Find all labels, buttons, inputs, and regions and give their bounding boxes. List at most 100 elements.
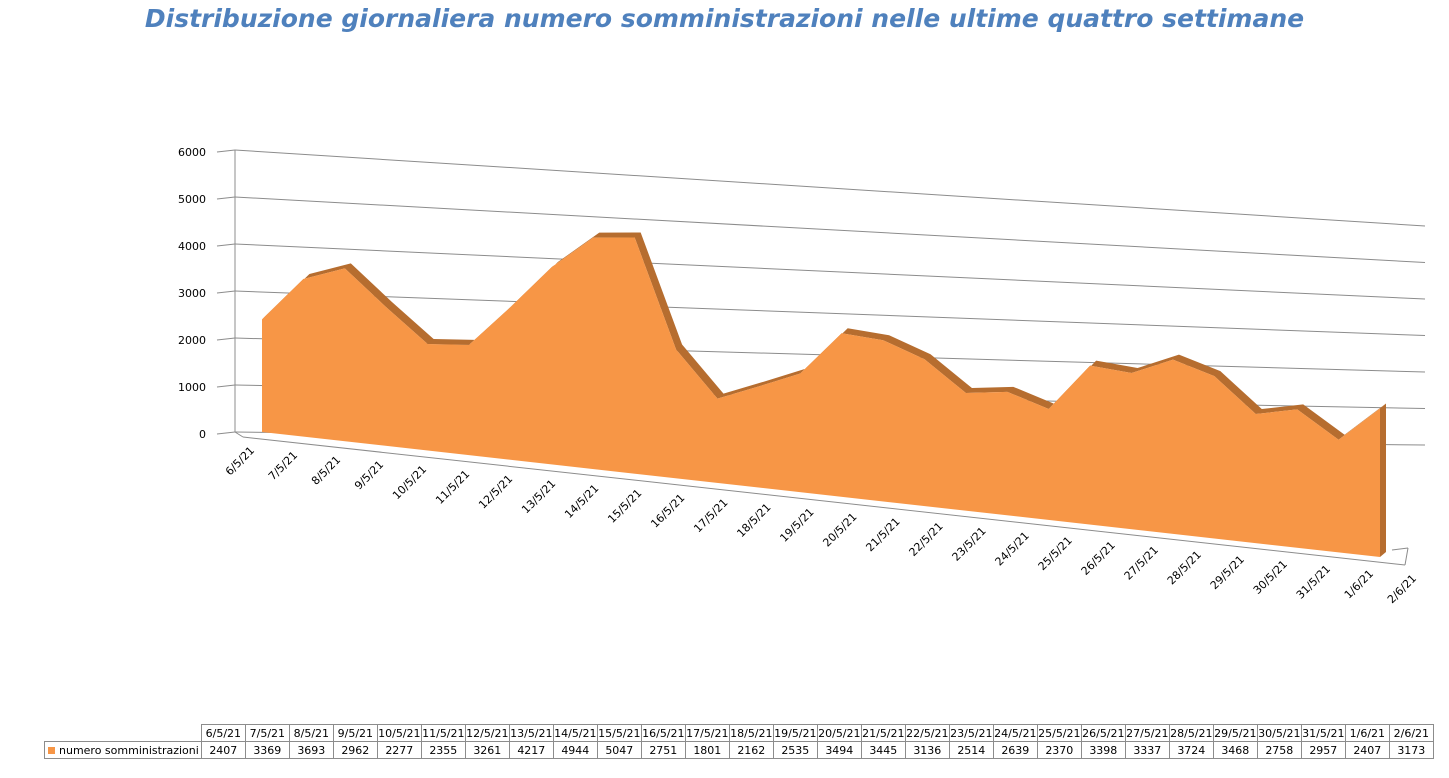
data-table-value-cell: 1801 bbox=[684, 741, 730, 759]
data-table-header-cell: 6/5/21 bbox=[200, 724, 246, 742]
data-table-header-cell: 31/5/21 bbox=[1300, 724, 1346, 742]
data-point bbox=[675, 349, 677, 351]
data-table-header-cell: 22/5/21 bbox=[904, 724, 950, 742]
data-point bbox=[1379, 408, 1381, 410]
data-point bbox=[924, 358, 926, 360]
gridline bbox=[234, 149, 1426, 227]
data-table-value-cell: 2162 bbox=[728, 741, 774, 759]
data-table-header-cell: 7/5/21 bbox=[244, 724, 290, 742]
data-point bbox=[302, 278, 304, 280]
x-tick-label: 26/5/21 bbox=[1079, 539, 1118, 578]
data-table-header-cell: 20/5/21 bbox=[816, 724, 862, 742]
gridline-tick bbox=[216, 431, 236, 435]
data-table-value-cell: 2535 bbox=[772, 741, 818, 759]
data-point bbox=[799, 373, 801, 375]
data-point bbox=[882, 339, 884, 341]
data-table-value-cell: 2758 bbox=[1256, 741, 1302, 759]
x-tick-label: 24/5/21 bbox=[993, 529, 1032, 568]
x-tick-label: 12/5/21 bbox=[476, 472, 515, 511]
data-table-header-cell: 17/5/21 bbox=[684, 724, 730, 742]
data-table-value-cell: 2957 bbox=[1300, 741, 1346, 759]
gridline bbox=[234, 290, 1426, 336]
data-table-header-cell: 1/6/21 bbox=[1344, 724, 1390, 742]
x-tick-label: 9/5/21 bbox=[352, 458, 386, 492]
data-table-header-cell: 16/5/21 bbox=[640, 724, 686, 742]
x-tick-label: 31/5/21 bbox=[1294, 562, 1333, 601]
data-table-header-cell: 19/5/21 bbox=[772, 724, 818, 742]
x-tick-label: 23/5/21 bbox=[950, 525, 989, 564]
x-tick-label: 14/5/21 bbox=[562, 482, 601, 521]
data-table-value-cell: 2962 bbox=[332, 741, 378, 759]
data-table-header-row: 6/5/21 7/5/21 8/5/21 9/5/21 10/5/21 11/5/21 12… bbox=[45, 724, 1434, 742]
floor-front-edge bbox=[242, 436, 1406, 566]
data-point bbox=[716, 398, 718, 400]
data-table-header-cell: 23/5/21 bbox=[948, 724, 994, 742]
data-table-header-cell: 9/5/21 bbox=[332, 724, 378, 742]
data-point bbox=[1296, 408, 1298, 410]
gridline bbox=[234, 243, 1426, 300]
x-tick-label: 18/5/21 bbox=[734, 501, 773, 540]
data-table-value-cell: 2277 bbox=[376, 741, 422, 759]
data-point bbox=[551, 266, 553, 268]
data-table-header-cell: 14/5/21 bbox=[552, 724, 598, 742]
data-table-value-cell: 5047 bbox=[596, 741, 642, 759]
data-point bbox=[758, 385, 760, 387]
gridline-tick bbox=[216, 384, 236, 388]
data-point bbox=[1213, 375, 1215, 377]
data-point bbox=[841, 332, 843, 334]
gridline-tick bbox=[216, 196, 236, 200]
area-side-face bbox=[1380, 403, 1386, 557]
data-table-value-cell: 2514 bbox=[948, 741, 994, 759]
data-point bbox=[1131, 372, 1133, 374]
x-tick-label: 20/5/21 bbox=[820, 510, 859, 549]
x-tick-label: 22/5/21 bbox=[907, 520, 946, 559]
data-point bbox=[1172, 359, 1174, 361]
data-table-value-cell: 3337 bbox=[1124, 741, 1170, 759]
gridline-tick bbox=[216, 149, 236, 153]
data-table-value-cell: 2751 bbox=[640, 741, 686, 759]
area-chart-3d: 0 1000 2000 3000 4000 5000 6000 6/5/21 7/5/21 8/5… bbox=[178, 146, 1426, 606]
data-table: 6/5/21 7/5/21 8/5/21 9/5/21 10/5/21 11/5/21 12… bbox=[44, 724, 1434, 759]
data-point bbox=[1006, 391, 1008, 393]
x-tick-label: 28/5/21 bbox=[1165, 548, 1204, 587]
data-point bbox=[344, 267, 346, 269]
data-table-value-cell: 3445 bbox=[860, 741, 906, 759]
data-table-header-cell: 26/5/21 bbox=[1080, 724, 1126, 742]
data-table-header-cell: 24/5/21 bbox=[992, 724, 1038, 742]
floor-corner bbox=[1391, 547, 1409, 551]
data-table-value-cell: 3693 bbox=[288, 741, 334, 759]
x-tick-label: 19/5/21 bbox=[777, 506, 816, 545]
data-point bbox=[427, 343, 429, 345]
x-tick-label: 27/5/21 bbox=[1122, 543, 1161, 582]
y-tick-label: 2000 bbox=[178, 334, 206, 347]
data-table-value-cell: 3261 bbox=[464, 741, 510, 759]
x-tick-label: 17/5/21 bbox=[691, 496, 730, 535]
data-table-header-cell: 8/5/21 bbox=[288, 724, 334, 742]
data-table-header-cell: 25/5/21 bbox=[1036, 724, 1082, 742]
data-point bbox=[385, 306, 387, 308]
data-table-corner bbox=[45, 725, 202, 742]
y-tick-label: 4000 bbox=[178, 240, 206, 253]
data-point bbox=[965, 392, 967, 394]
series-name: numero somministrazioni bbox=[59, 743, 199, 757]
data-point bbox=[1338, 439, 1340, 441]
gridline-tick bbox=[216, 337, 236, 341]
data-point bbox=[1089, 365, 1091, 367]
data-table-value-cell: 4217 bbox=[508, 741, 554, 759]
data-table-value-cell: 3494 bbox=[816, 741, 862, 759]
x-tick-label: 30/5/21 bbox=[1251, 558, 1290, 597]
gridline bbox=[234, 196, 1426, 263]
data-table-header-cell: 27/5/21 bbox=[1124, 724, 1170, 742]
data-table-header-cell: 18/5/21 bbox=[728, 724, 774, 742]
data-table-value-cell: 3369 bbox=[244, 741, 290, 759]
x-tick-label: 29/5/21 bbox=[1208, 553, 1247, 592]
data-table-value-cell: 3173 bbox=[1388, 741, 1434, 759]
data-table-header-cell: 15/5/21 bbox=[596, 724, 642, 742]
x-tick-label: 16/5/21 bbox=[648, 491, 687, 530]
data-table-header-cell: 21/5/21 bbox=[860, 724, 906, 742]
data-point bbox=[634, 236, 636, 238]
data-table-header-cell: 13/5/21 bbox=[508, 724, 554, 742]
data-table-value-cell: 3468 bbox=[1212, 741, 1258, 759]
x-tick-label: 21/5/21 bbox=[863, 515, 902, 554]
x-tick-label: 2/6/21 bbox=[1385, 572, 1419, 606]
